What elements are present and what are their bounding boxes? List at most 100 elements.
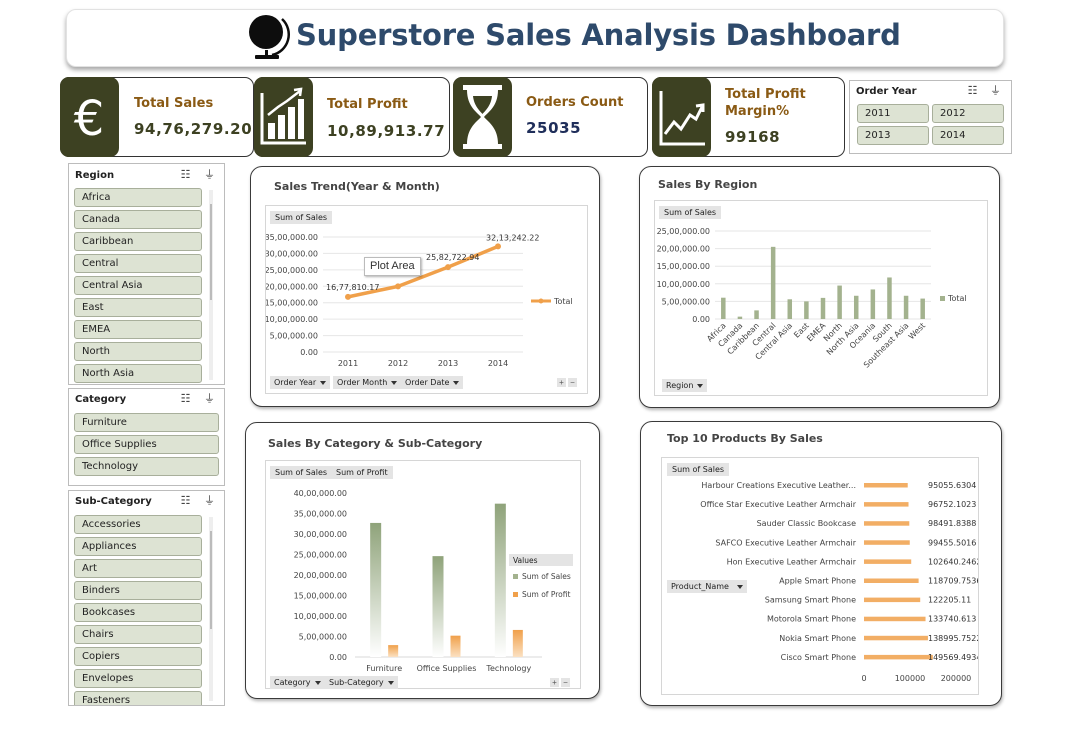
filter-product-name[interactable]: Product_Name <box>667 580 747 593</box>
expand-button[interactable]: + <box>557 378 566 387</box>
value-field-tag[interactable]: Sum of Sales <box>659 206 722 219</box>
y-tick-label: SAFCO Executive Leather Armchair <box>715 538 856 547</box>
bar-profit <box>512 629 523 657</box>
slicer-item[interactable]: Bookcases <box>74 603 202 622</box>
y-tick-label: 30,00,000.00 <box>266 249 318 258</box>
x-tick-label: Office Supplies <box>417 664 477 673</box>
y-tick-label: 15,00,000.00 <box>657 262 710 271</box>
value-field-tag[interactable]: Sum of Sales <box>270 211 333 224</box>
slicer-item-2014[interactable]: 2014 <box>932 126 1004 145</box>
slicer-item[interactable]: Copiers <box>74 647 202 666</box>
slicer-item[interactable]: North Asia <box>74 364 202 383</box>
category-slicer: Category ☷ ⏚ Furniture Office Supplies T… <box>68 388 225 486</box>
clear-filter-icon[interactable]: ⏚ <box>204 169 215 181</box>
slicer-title: Order Year <box>856 86 917 97</box>
bar <box>864 502 909 507</box>
scrollbar[interactable] <box>209 517 213 701</box>
multi-select-icon[interactable]: ☷ <box>180 169 191 181</box>
slicer-item[interactable]: East <box>74 298 202 317</box>
column-chart: 0.00 5,00,000.00 10,00,000.00 15,00,000.00 2… <box>294 489 573 673</box>
chart-area: Sum of Sales Product_Name Harbour Creati… <box>661 457 979 695</box>
y-tick-label: 10,00,000.00 <box>266 315 318 324</box>
slicer-item-technology[interactable]: Technology <box>74 457 219 476</box>
data-label: 138995.7522 <box>928 634 978 643</box>
clear-filter-icon[interactable]: ⏚ <box>990 85 1001 97</box>
legend-label: Total <box>553 297 573 306</box>
y-tick-label: 40,00,000.00 <box>294 489 347 498</box>
data-label: 118709.7536 <box>928 577 978 586</box>
legend-title: Values <box>513 556 538 565</box>
slicer-item[interactable]: North <box>74 342 202 361</box>
slicer-item-office-supplies[interactable]: Office Supplies <box>74 435 219 454</box>
chart-title: Sales By Category & Sub-Category <box>268 437 483 450</box>
multi-select-icon[interactable]: ☷ <box>180 393 191 405</box>
slicer-title: Region <box>75 170 115 181</box>
slicer-item[interactable]: Chairs <box>74 625 202 644</box>
collapse-button[interactable]: − <box>568 378 577 387</box>
slicer-item[interactable]: Binders <box>74 581 202 600</box>
page-title: Superstore Sales Analysis Dashboard <box>296 18 901 52</box>
filter-order-month[interactable]: Order Month <box>333 376 402 389</box>
y-tick-label: Nokia Smart Phone <box>779 634 856 643</box>
slicer-item-furniture[interactable]: Furniture <box>74 413 219 432</box>
data-label: 16,77,810.17 <box>326 283 379 292</box>
x-tick-label: 2014 <box>488 359 508 368</box>
kpi-label: Total Sales <box>134 96 214 111</box>
slicer-item[interactable]: Canada <box>74 210 202 229</box>
x-tick-label: 2011 <box>338 359 358 368</box>
scrollbar[interactable] <box>209 190 213 380</box>
slicer-item[interactable]: EMEA <box>74 320 202 339</box>
slicer-title: Sub-Category <box>75 496 152 507</box>
slicer-item[interactable]: Central <box>74 254 202 273</box>
filter-order-year[interactable]: Order Year <box>270 376 331 389</box>
slicer-item[interactable]: Appliances <box>74 537 202 556</box>
y-tick-label: 5,00,000.00 <box>662 297 710 306</box>
kpi-label: Total Profit Margin% <box>725 87 806 119</box>
collapse-button[interactable]: − <box>561 678 570 687</box>
legend-label: Total <box>947 294 967 303</box>
x-tick-label: Technology <box>485 664 531 673</box>
bar <box>864 635 928 641</box>
bar <box>920 298 925 319</box>
slicer-item[interactable]: Africa <box>74 188 202 207</box>
filter-sub-category[interactable]: Sub-Category <box>325 676 398 689</box>
slicer-item[interactable]: Central Asia <box>74 276 202 295</box>
slicer-item-2012[interactable]: 2012 <box>932 104 1004 123</box>
kpi-value: 25035 <box>526 119 582 137</box>
filter-category[interactable]: Category <box>270 676 325 689</box>
euro-icon: € <box>60 77 119 157</box>
y-tick-label: 5,00,000.00 <box>270 332 318 341</box>
clear-filter-icon[interactable]: ⏚ <box>204 495 215 507</box>
slicer-item-2013[interactable]: 2013 <box>857 126 929 145</box>
expand-button[interactable]: + <box>550 678 559 687</box>
chart-area: Sum of Sales 0.00 5,00,000.00 10,00,000.00… <box>654 200 988 396</box>
value-field-tag[interactable]: Sum of Profit <box>331 466 393 479</box>
bar <box>754 310 759 319</box>
filter-order-date[interactable]: Order Date <box>401 376 464 389</box>
multi-select-icon[interactable]: ☷ <box>180 495 191 507</box>
data-point <box>395 283 401 290</box>
filter-region[interactable]: Region <box>662 379 708 392</box>
bar-sales <box>432 556 444 657</box>
slicer-item[interactable]: Accessories <box>74 515 202 534</box>
multi-select-icon[interactable]: ☷ <box>967 85 978 97</box>
data-label: 122205.11 <box>928 596 971 605</box>
slicer-item[interactable]: Fasteners <box>74 691 202 705</box>
bar <box>864 521 910 526</box>
clear-filter-icon[interactable]: ⏚ <box>204 393 215 405</box>
bar <box>864 578 919 583</box>
slicer-item[interactable]: Art <box>74 559 202 578</box>
bar <box>787 299 793 319</box>
slicer-item[interactable]: Envelopes <box>74 669 202 688</box>
bar-chart: 0.00 5,00,000.00 10,00,000.00 15,00,000.00 2… <box>657 227 967 370</box>
bar-sales <box>494 503 506 657</box>
slicer-item-2011[interactable]: 2011 <box>857 104 929 123</box>
y-tick-label: Samsung Smart Phone <box>765 596 856 605</box>
bar <box>853 295 859 319</box>
y-tick-label: 35,00,000.00 <box>266 233 318 242</box>
bar <box>864 654 933 660</box>
slicer-item[interactable]: Caribbean <box>74 232 202 251</box>
value-field-tag[interactable]: Sum of Sales <box>270 466 333 479</box>
data-point <box>345 293 351 300</box>
value-field-tag[interactable]: Sum of Sales <box>667 463 730 476</box>
